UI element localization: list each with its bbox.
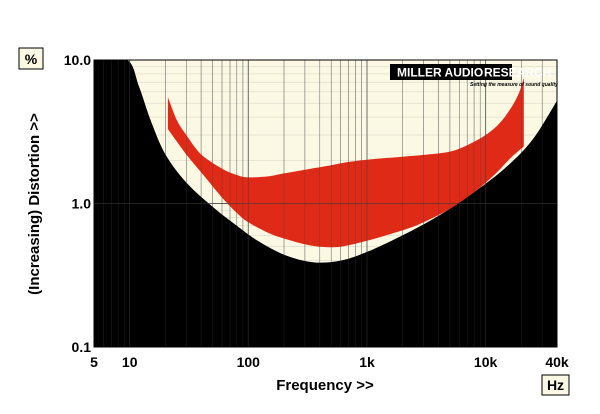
masking-floor-area bbox=[94, 60, 557, 347]
logo-main-left: MILLER AUDIO bbox=[397, 66, 483, 80]
y-tick-label: 0.1 bbox=[72, 339, 92, 355]
x-unit-box: Hz bbox=[541, 374, 570, 396]
x-unit-label: Hz bbox=[547, 377, 564, 393]
x-tick-label: 40k bbox=[545, 354, 569, 370]
plot-frame bbox=[93, 59, 558, 348]
x-tick-labels: 5 10 100 1k 10k 40k bbox=[90, 354, 569, 370]
y-unit-label: % bbox=[25, 51, 38, 67]
y-tick-label: 1.0 bbox=[72, 196, 92, 212]
y-tick-label: 10.0 bbox=[64, 52, 91, 68]
x-tick-label: 5 bbox=[90, 354, 98, 370]
y-axis-title: (Increasing) Distortion >> bbox=[26, 113, 43, 295]
x-tick-label: 1k bbox=[359, 354, 375, 370]
logo-tagline: Setting the measure of sound quality bbox=[470, 82, 558, 88]
x-tick-label: 100 bbox=[237, 354, 261, 370]
y-tick-labels: 0.1 1.0 10.0 bbox=[64, 52, 91, 355]
y-unit-box: % bbox=[18, 47, 44, 70]
distortion-band-area bbox=[167, 77, 524, 248]
x-tick-label: 10k bbox=[474, 354, 498, 370]
x-axis-title: Frequency >> bbox=[276, 377, 374, 394]
logo: MILLER AUDIO RESEARCH Setting the measur… bbox=[390, 64, 558, 88]
x-tick-label: 10 bbox=[122, 354, 138, 370]
logo-main-right: RESEARCH bbox=[484, 66, 551, 80]
grid-lines-over-floor bbox=[94, 60, 557, 347]
